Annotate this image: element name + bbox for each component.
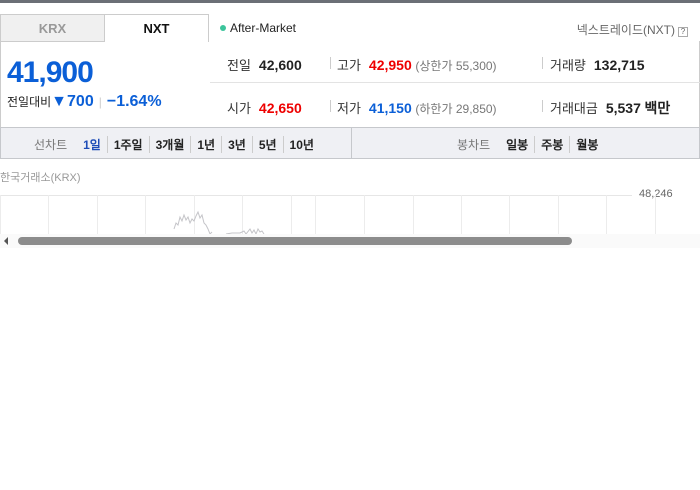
tab-krx[interactable]: KRX xyxy=(0,14,105,42)
candle-monthly[interactable]: 월봉 xyxy=(569,136,604,153)
candle-weekly[interactable]: 주봉 xyxy=(534,136,569,153)
change-label: 전일대비 xyxy=(7,95,52,109)
limit-value: 29,850 xyxy=(455,102,493,116)
chart-toolbar: 선차트 1일 1주일 3개월 1년 3년 5년 10년 봉차트 일봉 주봉 월봉 xyxy=(0,127,700,159)
stat-value: 42,950 xyxy=(368,57,412,73)
line-chart-group: 선차트 1일 1주일 3개월 1년 3년 5년 10년 xyxy=(34,136,320,153)
change-value: 700 xyxy=(67,93,94,110)
down-triangle-icon: ▼ xyxy=(51,93,68,110)
line-chart-label: 선차트 xyxy=(34,138,68,152)
price-line xyxy=(173,210,213,234)
scroll-left-icon[interactable] xyxy=(4,237,8,245)
candle-chart-label: 봉차트 xyxy=(457,138,491,152)
exchange-label: 한국거래소(KRX) xyxy=(0,172,81,184)
limit-label: 하한가 xyxy=(419,102,453,116)
limit-value: 55,300 xyxy=(455,59,493,73)
stats-row-1: 전일 42,600 고가 42,950 (상한가 55,300) 거래량 132,71… xyxy=(210,41,700,83)
stat-label: 전일 xyxy=(227,58,251,73)
market-status-text: After-Market xyxy=(230,21,297,35)
stat-prev: 전일 42,600 xyxy=(227,55,302,74)
stat-open: 시가 42,650 xyxy=(227,98,302,117)
stat-high: 고가 42,950 (상한가 55,300) xyxy=(337,57,497,73)
market-status: After-Market xyxy=(220,21,296,35)
period-3m[interactable]: 3개월 xyxy=(148,136,191,153)
stat-label: 거래량 xyxy=(550,58,586,73)
limit-label: 상한가 xyxy=(419,59,453,73)
candle-daily[interactable]: 일봉 xyxy=(506,138,529,152)
period-3y[interactable]: 3년 xyxy=(221,136,252,153)
candle-chart-group: 봉차트 일봉 주봉 월봉 xyxy=(457,136,604,153)
current-price: 41,900 xyxy=(7,56,94,89)
stat-low: 저가 41,150 (하한가 29,850) xyxy=(337,100,497,116)
price-change: 전일대비▼700 | −1.64% xyxy=(7,93,162,110)
source-text: 넥스트레이드(NXT) xyxy=(576,23,675,37)
status-dot-icon xyxy=(220,25,226,31)
stat-unit: 백만 xyxy=(644,100,671,116)
price-chart xyxy=(0,195,656,234)
stat-label: 시가 xyxy=(227,101,251,116)
y-tick-label: 48,246 xyxy=(639,188,673,200)
stat-label: 고가 xyxy=(337,58,361,73)
stat-value: 42,600 xyxy=(258,57,302,73)
price-line-2 xyxy=(225,227,265,234)
stat-volume: 거래량 132,715 xyxy=(550,55,645,74)
scrollbar-thumb[interactable] xyxy=(18,237,572,245)
horizontal-scrollbar[interactable] xyxy=(0,234,700,248)
source-label: 넥스트레이드(NXT)? xyxy=(577,21,688,38)
stat-value: 132,715 xyxy=(593,57,645,73)
stat-value: 42,650 xyxy=(258,100,302,116)
tab-nxt[interactable]: NXT xyxy=(104,14,209,42)
period-1y[interactable]: 1년 xyxy=(190,136,221,153)
period-1d[interactable]: 1일 xyxy=(83,138,101,152)
stat-label: 거래대금 xyxy=(550,101,598,116)
change-percent: −1.64% xyxy=(106,93,162,110)
period-10y[interactable]: 10년 xyxy=(282,136,320,153)
stat-value: 41,150 xyxy=(368,100,412,116)
period-1w[interactable]: 1주일 xyxy=(106,136,149,153)
help-icon[interactable]: ? xyxy=(678,27,688,37)
stat-label: 저가 xyxy=(337,101,361,116)
stat-amount: 거래대금 5,537 백만 xyxy=(550,98,670,118)
top-bar xyxy=(0,0,700,3)
stats-row-2: 시가 42,650 저가 41,150 (하한가 29,850) 거래대금 5,537… xyxy=(210,84,700,126)
period-5y[interactable]: 5년 xyxy=(251,136,283,153)
stat-value: 5,537 xyxy=(605,100,641,116)
